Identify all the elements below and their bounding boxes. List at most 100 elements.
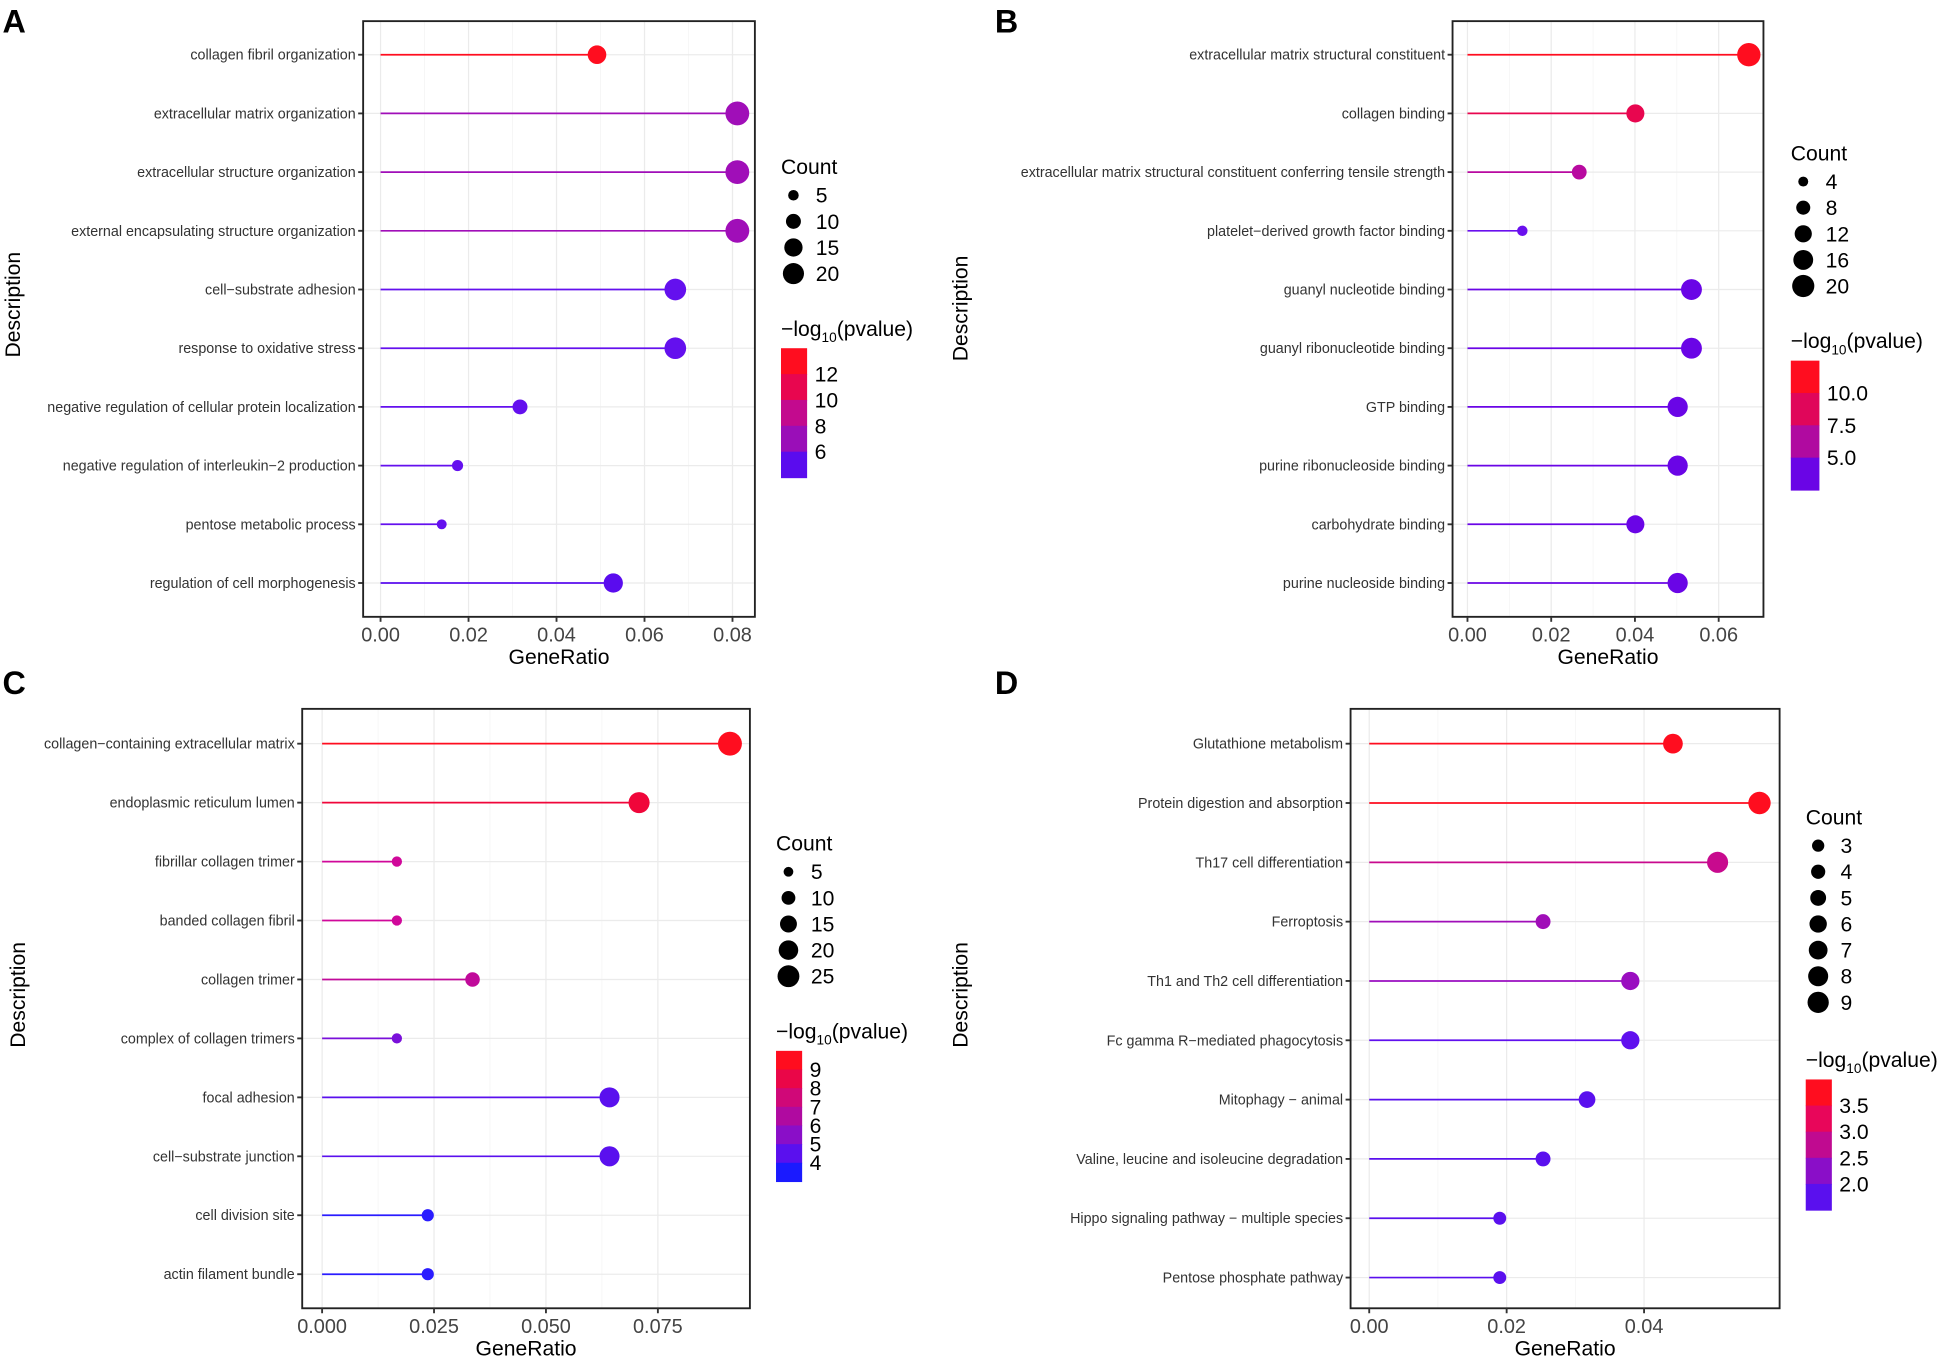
y-tick-label: guanyl nucleotide binding: [1284, 282, 1445, 298]
lollipop-point: [664, 278, 687, 301]
x-tick-label: 0.04: [1616, 625, 1655, 647]
plot-border: [1349, 707, 1781, 1310]
colorbar-segment: [780, 451, 808, 479]
plot-area: [1452, 21, 1764, 617]
y-tick-label: collagen binding: [1342, 106, 1445, 122]
colorbar-segment: [776, 1050, 803, 1071]
colorbar-segment: [780, 348, 808, 375]
x-tick-label: 0.050: [521, 1316, 571, 1338]
size-legend-label: 10: [816, 211, 840, 234]
colorbar-label: 12: [815, 364, 839, 387]
size-legend-dot: [1792, 274, 1815, 298]
colorbar-segment: [780, 425, 808, 453]
colorbar-segment: [776, 1106, 803, 1127]
lollipop-point: [1626, 515, 1645, 534]
plot-border: [1451, 20, 1765, 618]
size-legend-label: 10: [811, 887, 835, 910]
panel-label: D: [995, 665, 1018, 701]
size-legend-dot: [1810, 889, 1827, 906]
y-tick-label: carbohydrate binding: [1312, 517, 1446, 533]
y-tick-label: cell division site: [195, 1208, 294, 1224]
lollipop-point: [603, 573, 623, 593]
lollipop-point: [1667, 396, 1688, 418]
colorbar-label: 2.5: [1839, 1147, 1868, 1170]
x-axis-title: GeneRatio: [509, 646, 610, 669]
colorbar-segment: [1790, 392, 1820, 426]
y-tick-label: banded collagen fibril: [160, 913, 295, 929]
y-tick-label: response to oxidative stress: [178, 341, 355, 357]
size-legend-title: Count: [1806, 807, 1863, 830]
lollipop-point: [1707, 851, 1729, 873]
lollipop-point: [725, 101, 750, 126]
size-legend-dot: [1794, 225, 1812, 243]
size-legend-dot: [782, 263, 804, 285]
size-legend-label: 4: [1841, 861, 1853, 884]
y-tick-label: Ferroptosis: [1272, 915, 1344, 931]
lollipop-point: [1737, 43, 1761, 67]
y-tick-label: Valine, leucine and isoleucine degradati…: [1076, 1152, 1343, 1168]
x-tick-label: 0.08: [713, 625, 752, 647]
lollipop-point: [1621, 971, 1640, 991]
colorbar-segment: [1790, 425, 1820, 459]
size-legend-dot: [785, 213, 801, 229]
lollipop-point: [1493, 1271, 1507, 1285]
color-legend-title: −log10(pvalue): [781, 318, 913, 345]
colorbar-label: 6: [810, 1115, 822, 1138]
size-legend-dot: [778, 940, 799, 960]
size-legend-label: 25: [811, 966, 835, 989]
y-tick-label: purine ribonucleoside binding: [1259, 459, 1445, 475]
colorbar-label: 6: [815, 441, 827, 464]
lollipop-point: [1667, 455, 1688, 476]
colorbar-label: 5.0: [1827, 447, 1856, 470]
lollipop-point: [1493, 1211, 1507, 1225]
colorbar-label: 7.5: [1827, 415, 1856, 438]
colorbar-segment: [1805, 1079, 1832, 1107]
y-tick-label: complex of collagen trimers: [121, 1031, 295, 1047]
colorbar-segment: [1805, 1157, 1832, 1185]
y-tick-label: fibrillar collagen trimer: [155, 855, 295, 871]
y-tick-label: collagen trimer: [201, 972, 295, 988]
size-legend-dot: [1811, 864, 1826, 879]
lollipop-point: [1681, 279, 1702, 300]
y-tick-label: external encapsulating structure organiz…: [71, 224, 356, 240]
size-legend-label: 20: [1826, 275, 1850, 298]
size-legend-dot: [783, 866, 794, 877]
colorbar-label: 4: [810, 1152, 822, 1175]
colorbar-label: 9: [810, 1059, 822, 1082]
size-legend-label: 3: [1841, 835, 1853, 858]
x-axis-title: GeneRatio: [1557, 646, 1658, 669]
size-legend-dot: [788, 189, 799, 201]
size-legend-label: 5: [1841, 887, 1853, 910]
y-tick-label: platelet−derived growth factor binding: [1207, 224, 1445, 240]
y-tick-label: Th1 and Th2 cell differentiation: [1147, 974, 1343, 990]
y-tick-label: Th17 cell differentiation: [1196, 855, 1344, 871]
x-tick-label: 0.025: [409, 1316, 459, 1338]
y-tick-label: extracellular matrix structural constitu…: [1189, 48, 1445, 64]
lollipop-point: [587, 45, 607, 65]
y-tick-label: endoplasmic reticulum lumen: [110, 796, 295, 812]
x-tick-label: 0.00: [361, 625, 400, 647]
lollipop-point: [1748, 791, 1771, 815]
size-legend-label: 20: [816, 263, 840, 286]
plot-area: [363, 21, 755, 617]
size-legend-label: 15: [811, 913, 835, 936]
x-tick-label: 0.02: [1532, 625, 1571, 647]
colorbar-label: 2.0: [1839, 1173, 1868, 1196]
size-legend-label: 15: [816, 237, 840, 260]
panel-label: B: [995, 3, 1018, 39]
y-tick-label: guanyl ribonucleotide binding: [1260, 341, 1445, 357]
lollipop-point: [718, 731, 742, 756]
lollipop-point: [628, 792, 650, 814]
lollipop-point: [1535, 914, 1551, 930]
lollipop-point: [1571, 164, 1587, 180]
lollipop-point: [1517, 225, 1528, 237]
colorbar-segment: [1790, 360, 1820, 394]
colorbar-segment: [780, 374, 808, 401]
lollipop-point: [1681, 337, 1702, 359]
plot-area: [302, 708, 750, 1309]
size-legend-label: 16: [1826, 249, 1850, 272]
lollipop-point: [725, 160, 750, 185]
size-legend-dot: [1793, 249, 1814, 270]
